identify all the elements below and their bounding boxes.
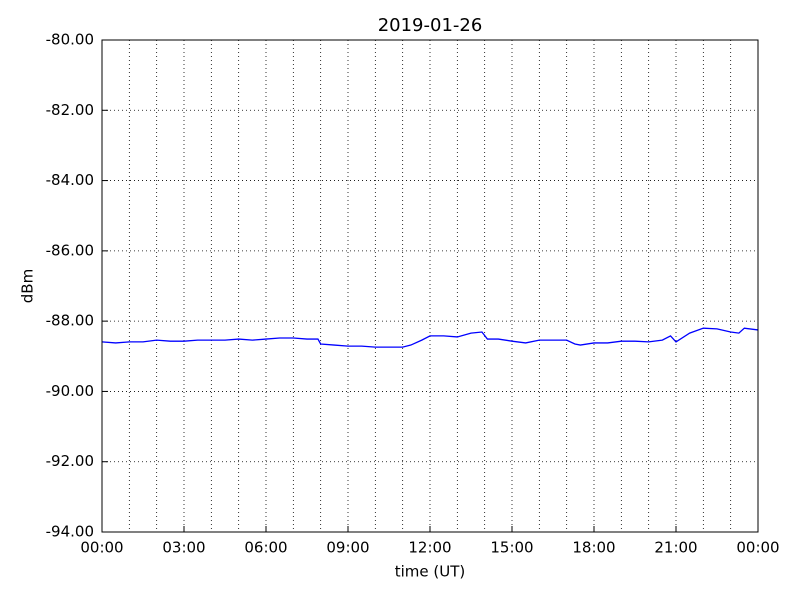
x-tick-label: 00:00 [736,539,779,557]
x-axis-label: time (UT) [395,563,466,581]
y-tick-label: -92.00 [46,452,94,470]
plot-frame [101,39,759,533]
y-tick-label: -94.00 [46,523,94,541]
chart-title: 2019-01-26 [378,15,483,36]
x-tick-label: 21:00 [654,539,697,557]
x-tick-label: 09:00 [326,539,369,557]
y-tick-label: -86.00 [46,241,94,259]
x-tick-label: 06:00 [244,539,287,557]
y-tick-label: -80.00 [46,31,94,49]
y-axis-label: dBm [19,269,37,303]
x-tick-label: 03:00 [162,539,205,557]
x-tick-label: 15:00 [490,539,533,557]
data-line [101,327,759,348]
x-tick-label: 18:00 [572,539,615,557]
x-tick-label: 12:00 [408,539,451,557]
x-tick-label: 00:00 [80,539,123,557]
y-tick-label: -84.00 [46,171,94,189]
y-tick-label: -90.00 [46,382,94,400]
y-tick-label: -88.00 [46,312,94,330]
y-tick-label: -82.00 [46,101,94,119]
